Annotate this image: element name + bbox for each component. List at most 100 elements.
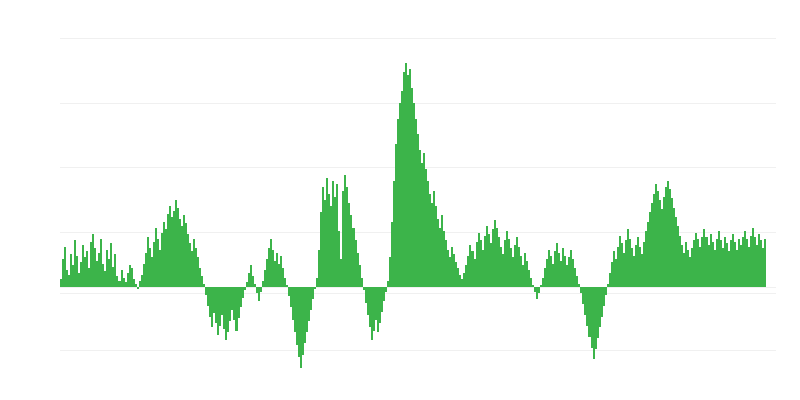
chart-bar[interactable] [517,246,520,287]
chart-bar[interactable] [671,198,674,287]
chart-bar[interactable] [634,244,637,287]
chart-bar[interactable] [114,254,117,287]
chart-bar[interactable] [364,287,367,303]
chart-bar[interactable] [695,232,698,287]
chart-bar[interactable] [191,251,194,287]
chart-bar[interactable] [356,252,359,287]
chart-bar[interactable] [515,237,518,287]
chart-bar[interactable] [66,269,69,287]
chart-bar[interactable] [152,241,155,287]
chart-bar[interactable] [344,174,347,287]
chart-bar[interactable] [534,287,537,292]
chart-bar[interactable] [598,287,601,328]
chart-bar[interactable] [620,243,623,287]
chart-bar[interactable] [437,218,440,287]
chart-bar[interactable] [247,272,250,287]
chart-bar[interactable] [453,254,456,287]
chart-bar[interactable] [703,229,706,287]
chart-bar[interactable] [711,241,714,287]
chart-bar[interactable] [277,263,280,287]
chart-bar[interactable] [124,282,127,287]
chart-bar[interactable] [485,226,488,287]
chart-bar[interactable] [441,215,444,287]
chart-bar[interactable] [88,268,91,287]
chart-bar[interactable] [562,248,565,287]
chart-bar[interactable] [350,215,353,287]
chart-bar[interactable] [118,280,121,287]
chart-bar[interactable] [376,287,379,333]
chart-bar[interactable] [745,238,748,287]
chart-bar[interactable] [360,277,363,287]
chart-bar[interactable] [396,118,399,287]
chart-bar[interactable] [749,235,752,287]
chart-bar[interactable] [283,277,286,287]
chart-bar[interactable] [540,285,543,287]
chart-bar[interactable] [116,276,119,287]
chart-bar[interactable] [213,287,216,314]
chart-bar[interactable] [201,276,204,287]
chart-bar[interactable] [296,287,299,345]
chart-bar[interactable] [291,287,294,320]
chart-bar[interactable] [447,249,450,287]
chart-bar[interactable] [235,287,238,331]
chart-bar[interactable] [729,240,732,287]
chart-bar[interactable] [251,276,254,287]
chart-bar[interactable] [624,240,627,287]
chart-bar[interactable] [644,230,647,287]
chart-bar[interactable] [604,287,607,295]
chart-bar[interactable] [532,285,535,287]
chart-bar[interactable] [523,252,526,287]
chart-bar[interactable] [60,279,63,287]
chart-bar[interactable] [156,238,159,287]
chart-bar[interactable] [275,252,278,287]
chart-bar[interactable] [86,251,89,287]
chart-bar[interactable] [82,244,85,287]
chart-bar[interactable] [142,263,145,287]
chart-bar[interactable] [606,283,609,287]
chart-bar[interactable] [477,232,480,287]
chart-bar[interactable] [402,72,405,287]
chart-bar[interactable] [398,103,401,287]
chart-bar[interactable] [451,246,454,287]
chart-bar[interactable] [334,196,337,287]
chart-bar[interactable] [663,196,666,287]
chart-bar[interactable] [229,287,232,322]
chart-bar[interactable] [128,265,131,287]
chart-bar[interactable] [239,287,242,308]
chart-bar[interactable] [467,255,470,287]
chart-bar[interactable] [550,255,553,287]
chart-bar[interactable] [739,244,742,287]
chart-bar[interactable] [558,252,561,287]
chart-bar[interactable] [400,90,403,287]
chart-bar[interactable] [733,241,736,287]
chart-bar[interactable] [544,268,547,287]
chart-bar[interactable] [461,279,464,287]
chart-bar[interactable] [511,257,514,287]
chart-bar[interactable] [227,287,230,333]
chart-bar[interactable] [568,257,571,287]
chart-bar[interactable] [68,274,71,287]
chart-bar[interactable] [475,241,478,287]
chart-bar[interactable] [481,249,484,287]
chart-bar[interactable] [293,287,296,333]
chart-bar[interactable] [614,258,617,287]
chart-bar[interactable] [413,103,416,287]
chart-bar[interactable] [110,243,113,287]
chart-bar[interactable] [507,238,510,287]
chart-bar[interactable] [106,249,109,287]
chart-bar[interactable] [64,246,67,287]
chart-bar[interactable] [616,246,619,287]
chart-bar[interactable] [685,241,688,287]
chart-bar[interactable] [386,280,389,287]
chart-bar[interactable] [503,240,506,287]
chart-bar[interactable] [410,87,413,287]
chart-bar[interactable] [390,221,393,287]
chart-bar[interactable] [243,287,246,291]
chart-bar[interactable] [449,257,452,287]
chart-bar[interactable] [578,283,581,287]
chart-bar[interactable] [263,269,266,287]
chart-bar[interactable] [132,279,135,287]
chart-bar[interactable] [316,277,319,287]
chart-bar[interactable] [108,258,111,287]
chart-bar[interactable] [233,287,236,320]
